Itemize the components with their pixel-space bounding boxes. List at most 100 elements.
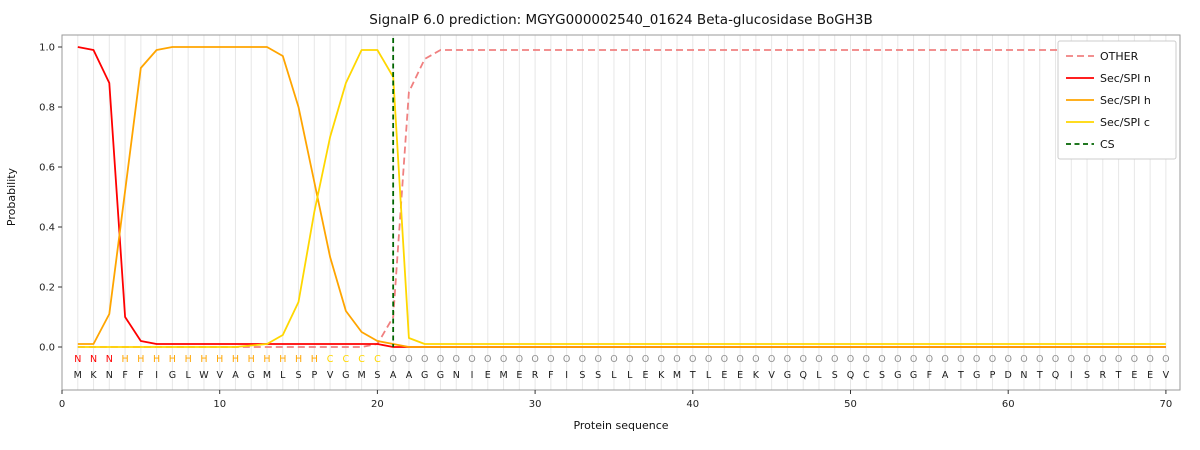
residue-letter: I <box>471 370 474 381</box>
series-lines <box>77 46 1166 348</box>
region-label: O <box>594 354 601 365</box>
x-tick-label: 70 <box>1160 399 1173 410</box>
legend-label: Sec/SPI c <box>1100 116 1150 129</box>
x-tick-label: 10 <box>213 399 226 410</box>
region-label: O <box>831 354 838 365</box>
residue-letter: K <box>90 370 97 381</box>
y-tick-label: 0.4 <box>39 223 55 234</box>
region-label: O <box>1068 354 1075 365</box>
region-label: C <box>374 354 381 365</box>
residue-letter: F <box>548 370 553 381</box>
series-line-sec-spi-h <box>77 46 1166 348</box>
residue-letter: Q <box>799 370 806 381</box>
residue-letter: P <box>990 370 996 381</box>
region-label: O <box>689 354 696 365</box>
residue-letter: F <box>138 370 143 381</box>
residue-letter: I <box>565 370 568 381</box>
residue-letter: R <box>1100 370 1107 381</box>
region-label: O <box>389 354 396 365</box>
region-label: O <box>1146 354 1153 365</box>
region-label: O <box>973 354 980 365</box>
residue-letter: S <box>374 370 380 381</box>
region-label: O <box>531 354 538 365</box>
residue-letter: L <box>627 370 633 381</box>
region-label: H <box>263 354 270 365</box>
legend-entry: Sec/SPI h <box>1066 94 1151 107</box>
residue-letter: N <box>453 370 460 381</box>
residue-letter: A <box>942 370 949 381</box>
region-label: O <box>941 354 948 365</box>
region-label: O <box>768 354 775 365</box>
residue-letter: E <box>721 370 727 381</box>
region-label: O <box>500 354 507 365</box>
region-label: O <box>910 354 917 365</box>
region-label: O <box>799 354 806 365</box>
plot-area: 0 10 20 30 40 50 60 700.00.20.40.60.81.0N N N H H H H… <box>39 34 1181 411</box>
residue-letter: G <box>248 370 255 381</box>
residue-letter: G <box>973 370 980 381</box>
region-label: H <box>169 354 176 365</box>
y-tick-label: 1.0 <box>39 43 55 54</box>
region-label: O <box>1036 354 1043 365</box>
region-label: O <box>957 354 964 365</box>
series-line-sec-spi-c <box>77 49 1166 348</box>
region-label: O <box>468 354 475 365</box>
residue-letter: C <box>863 370 870 381</box>
region-label: O <box>642 354 649 365</box>
residue-letter: L <box>280 370 286 381</box>
region-label: H <box>185 354 192 365</box>
residue-letter: E <box>516 370 522 381</box>
region-label: O <box>878 354 885 365</box>
region-label: C <box>327 354 334 365</box>
region-label: H <box>122 354 129 365</box>
legend-entry: OTHER <box>1066 50 1139 63</box>
residue-letter: S <box>832 370 838 381</box>
residue-letter: Q <box>847 370 854 381</box>
region-label: N <box>90 354 97 365</box>
region-label: O <box>1083 354 1090 365</box>
residue-letter: G <box>910 370 917 381</box>
residue-letter: L <box>611 370 617 381</box>
region-label: O <box>1052 354 1059 365</box>
region-label: O <box>721 354 728 365</box>
region-label: C <box>343 354 350 365</box>
x-axis-label: Protein sequence <box>573 419 668 432</box>
plot-border <box>61 34 1181 391</box>
region-label: O <box>1162 354 1169 365</box>
region-label: O <box>673 354 680 365</box>
region-label: H <box>311 354 318 365</box>
x-tick-label: 50 <box>844 399 857 410</box>
residue-letter: S <box>296 370 302 381</box>
residue-letter: L <box>706 370 712 381</box>
residue-letter: V <box>327 370 334 381</box>
region-label: O <box>626 354 633 365</box>
region-label: C <box>358 354 365 365</box>
legend-entry: Sec/SPI n <box>1066 72 1151 85</box>
region-label: O <box>484 354 491 365</box>
legend-entry: Sec/SPI c <box>1066 116 1150 129</box>
axis-ticks: 0 10 20 30 40 50 60 70 0.0 0.2 0.4 0.6 0.8 1.0 <box>39 43 1172 411</box>
residue-letter: S <box>1084 370 1090 381</box>
residue-letter: K <box>753 370 760 381</box>
residue-letter: M <box>673 370 681 381</box>
residue-letter: M <box>74 370 82 381</box>
residue-letter: G <box>437 370 444 381</box>
residue-letter: G <box>421 370 428 381</box>
legend-label: Sec/SPI n <box>1100 72 1151 85</box>
region-label: H <box>295 354 302 365</box>
region-label: H <box>200 354 207 365</box>
region-label: O <box>1099 354 1106 365</box>
residue-letter: E <box>737 370 743 381</box>
region-label: N <box>106 354 113 365</box>
gridlines <box>77 35 1167 390</box>
plot-background <box>62 35 1180 390</box>
residue-letter: E <box>1131 370 1137 381</box>
region-label: O <box>894 354 901 365</box>
x-tick-label: 40 <box>686 399 699 410</box>
residue-letter: F <box>122 370 127 381</box>
series-line-other <box>77 49 1166 348</box>
region-label: O <box>610 354 617 365</box>
